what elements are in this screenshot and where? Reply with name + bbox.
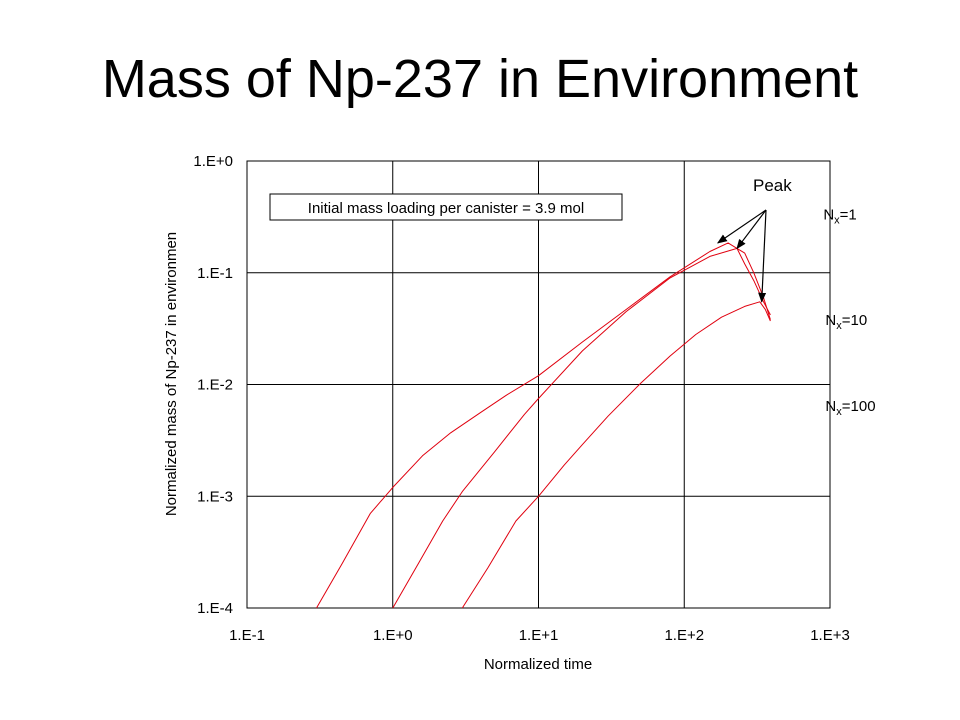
series-line-1 <box>316 242 771 609</box>
x-tick-label: 1.E+0 <box>373 627 413 644</box>
series-line-3 <box>461 301 771 609</box>
slide-title: Mass of Np-237 in Environment <box>101 49 859 109</box>
y-tick-label: 1.E-4 <box>197 600 233 617</box>
series-lines <box>316 242 771 609</box>
y-tick-label: 1.E+0 <box>193 153 233 170</box>
series-label-2: Nx=10 <box>825 312 867 332</box>
x-tick-label: 1.E+2 <box>664 627 704 644</box>
x-axis-label: Normalized time <box>484 656 592 673</box>
grid-lines <box>246 160 831 609</box>
peak-label: Peak <box>753 176 792 195</box>
plot-area-frame <box>246 160 831 609</box>
y-tick-label: 1.E-1 <box>197 265 233 282</box>
series-line-2 <box>392 247 771 609</box>
y-tick-label: 1.E-2 <box>197 377 233 394</box>
annotation-box-text: Initial mass loading per canister = 3.9 … <box>308 200 584 217</box>
y-axis-label: Normalized mass of Np-237 in environmen <box>163 232 180 516</box>
peak-arrow <box>758 209 767 303</box>
peak-arrow <box>717 209 767 244</box>
series-label-3: Nx=100 <box>825 398 875 418</box>
tick-labels: 1.E-1 1.E+0 1.E+1 1.E+2 1.E+3 1.E-4 1.E-3 1.E-2… <box>193 153 849 644</box>
annotations: Nx=1 Nx=10 Nx=100 <box>717 206 876 418</box>
peak-arrow <box>736 209 767 250</box>
annotation-box-frame <box>269 193 623 221</box>
y-tick-label: 1.E-3 <box>197 488 233 505</box>
x-tick-label: 1.E+1 <box>519 627 559 644</box>
x-tick-label: 1.E-1 <box>229 627 265 644</box>
x-tick-label: 1.E+3 <box>810 627 850 644</box>
series-label-1: Nx=1 <box>823 206 856 226</box>
